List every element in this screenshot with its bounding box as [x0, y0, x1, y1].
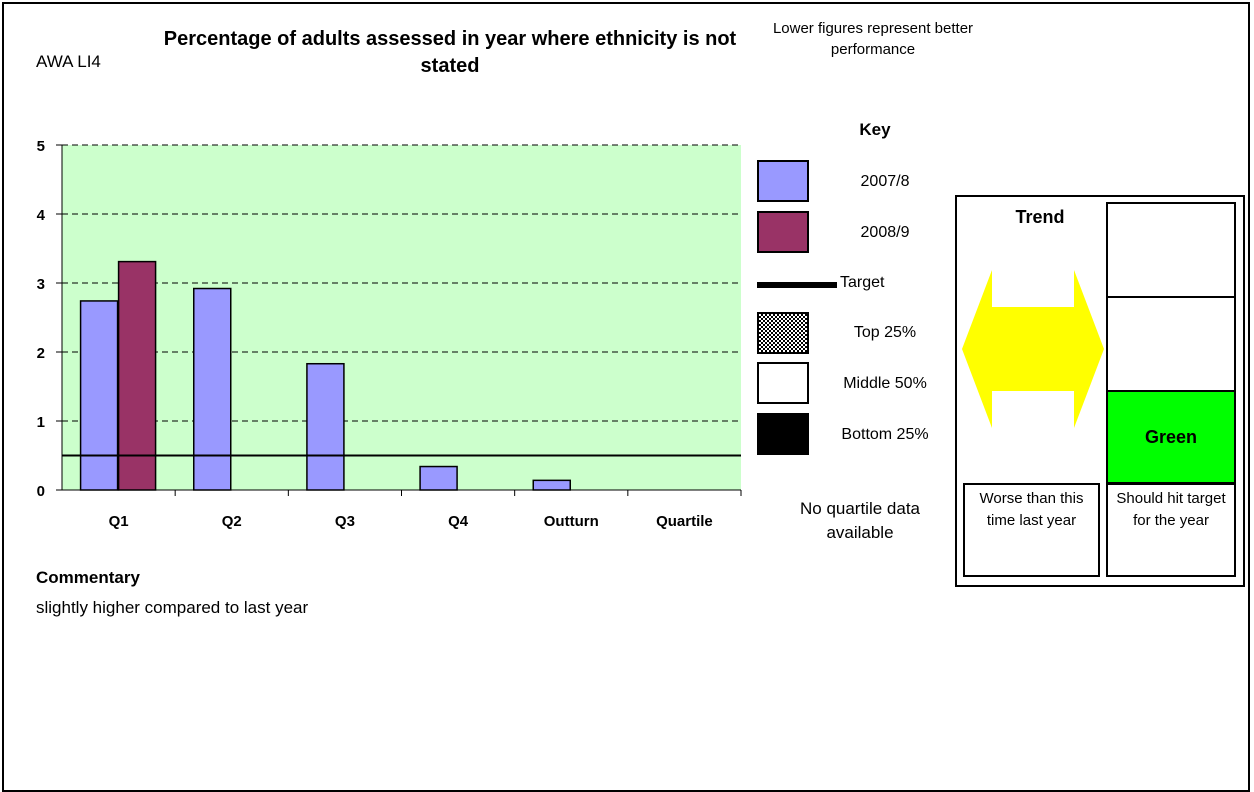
key-swatch-middle50 [757, 362, 809, 404]
target-description: Should hit target for the year [1106, 483, 1236, 577]
key-label-2008: 2008/9 [860, 224, 910, 241]
bar [79, 300, 119, 491]
bar [306, 362, 345, 491]
key-swatch-2008 [757, 211, 809, 253]
commentary-text: slightly higher compared to last year [36, 598, 309, 617]
y-tick-label: 1 [37, 414, 45, 431]
x-tick-label: Q3 [335, 513, 355, 530]
commentary-heading: Commentary [36, 568, 140, 587]
rag-rating: Green [1106, 202, 1236, 484]
key-label-top25: Top 25% [853, 324, 917, 341]
key-swatch-top25 [757, 312, 809, 354]
y-tick-label: 0 [37, 483, 45, 500]
key-target-line [757, 282, 837, 288]
no-quartile-note: No quartile data available [799, 499, 921, 542]
y-tick-label: 2 [37, 345, 45, 362]
key-label-2007: 2007/8 [860, 173, 910, 190]
y-tick-label: 5 [37, 138, 45, 155]
bar [419, 465, 458, 491]
rag-cell-middle [1108, 296, 1234, 390]
indicator-code: AWA LI4 [36, 52, 101, 71]
key-label-bottom25: Bottom 25% [841, 426, 929, 443]
x-tick-label: Q4 [448, 513, 469, 530]
rag-cell-green: Green [1108, 390, 1234, 482]
double-arrow-icon [962, 270, 1104, 428]
chart-title: Percentage of adults assessed in year wh… [163, 28, 737, 77]
key-label-middle50: Middle 50% [843, 375, 927, 392]
y-tick-label: 4 [37, 207, 46, 224]
x-tick-label: Outturn [544, 513, 599, 530]
rag-cell-top [1108, 202, 1234, 297]
plot-area [62, 145, 741, 490]
x-tick-label: Quartile [656, 513, 713, 530]
key-label-target: Target [840, 274, 885, 291]
y-tick-label: 3 [37, 276, 45, 293]
performance-note: Lower figures represent better performan… [772, 20, 974, 58]
key-swatch-bottom25 [757, 413, 809, 455]
key-swatch-2007 [757, 160, 809, 202]
bar [532, 479, 571, 491]
x-tick-label: Q1 [109, 513, 129, 530]
x-tick-label: Q2 [222, 513, 242, 530]
bar [193, 287, 232, 491]
trend-description: Worse than this time last year [963, 483, 1100, 577]
key-title: Key [859, 120, 891, 139]
trend-title: Trend [1015, 207, 1065, 227]
